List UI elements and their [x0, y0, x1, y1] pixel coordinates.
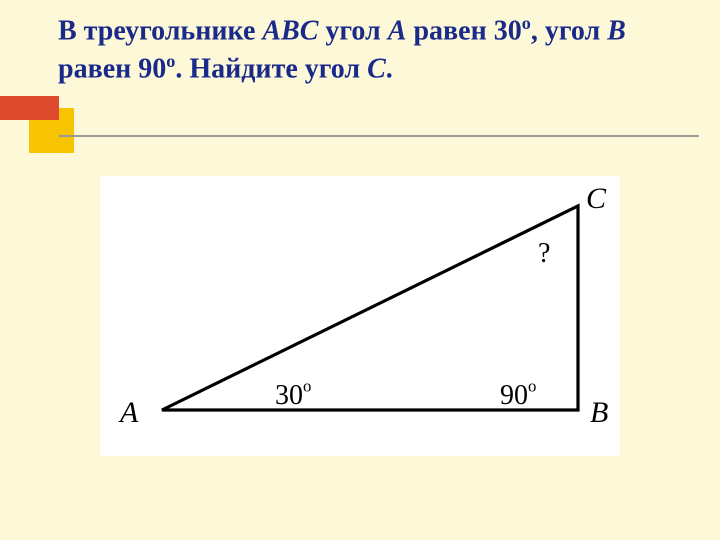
triangle-figure: A B C 30o 90o?	[100, 176, 620, 456]
vertex-a: A	[388, 15, 407, 46]
text-mid4: равен 90	[58, 53, 166, 84]
text-mid5: . Найдите угол	[175, 53, 367, 84]
problem-statement: В треугольнике ABC угол A равен 30o, уго…	[58, 12, 690, 87]
vertex-label-a: A	[118, 396, 139, 429]
degree-1: o	[522, 13, 531, 33]
vertex-label-c: C	[586, 182, 607, 215]
slide-decoration	[0, 96, 720, 156]
angle-label-c: ?	[538, 238, 550, 269]
text-mid3: , угол	[531, 15, 607, 46]
text-mid2: равен 30	[406, 15, 521, 46]
triangle-svg: A B C 30o 90o?	[100, 176, 620, 456]
triangle-name: ABC	[262, 15, 318, 46]
vertex-b: B	[607, 15, 626, 46]
text-prefix: В треугольнике	[58, 15, 262, 46]
text-mid1: угол	[318, 15, 387, 46]
vertex-c: C	[367, 53, 386, 84]
vertex-label-b: B	[590, 396, 608, 429]
angle-label-b: 90o	[500, 376, 536, 411]
text-suffix: .	[386, 53, 393, 84]
decoration-rule-line	[59, 135, 699, 137]
degree-2: o	[166, 51, 175, 71]
angle-label-a: 30o	[275, 376, 311, 411]
decoration-red-rect	[0, 96, 59, 120]
